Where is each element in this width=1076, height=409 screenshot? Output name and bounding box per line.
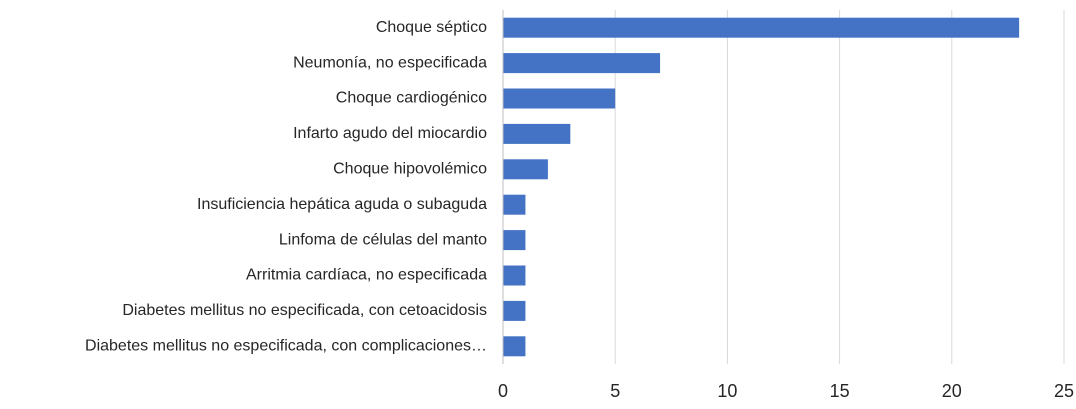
bar: [503, 159, 548, 180]
y-tick-label: Linfoma de células del manto: [279, 231, 487, 248]
bar: [503, 230, 526, 251]
bar: [503, 88, 616, 109]
x-tick-label: 25: [1054, 381, 1074, 401]
bar: [503, 53, 661, 74]
bar: [503, 194, 526, 215]
x-tick-label: 5: [610, 381, 620, 401]
bar: [503, 17, 1020, 38]
x-tick-label: 10: [717, 381, 737, 401]
y-tick-label: Choque cardiogénico: [336, 90, 487, 107]
y-tick-label: Insuficiencia hepática aguda o subaguda: [197, 196, 487, 213]
y-tick-label: Infarto agudo del miocardio: [293, 125, 487, 142]
bar: [503, 265, 526, 286]
y-tick-label: Neumonía, no especificada: [293, 54, 487, 71]
bar: [503, 300, 526, 321]
y-tick-label: Diabetes mellitus no especificada, con c…: [122, 302, 487, 319]
y-tick-label: Arritmia cardíaca, no especificada: [246, 267, 487, 284]
x-tick-label: 20: [942, 381, 962, 401]
x-tick-label: 15: [830, 381, 850, 401]
y-tick-label: Diabetes mellitus no especificada, con c…: [85, 338, 487, 355]
bar: [503, 123, 571, 144]
bar: [503, 336, 526, 357]
y-tick-label: Choque séptico: [376, 19, 487, 36]
y-tick-label: Choque hipovolémico: [333, 161, 487, 178]
x-tick-label: 0: [498, 381, 508, 401]
